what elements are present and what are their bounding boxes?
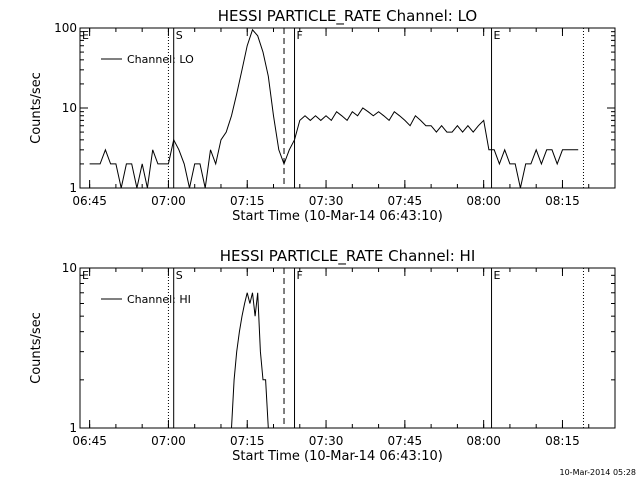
x-tick-label: 08:00 [466, 194, 501, 208]
y-tick-label: 10 [62, 261, 77, 275]
y-tick-label: 1 [69, 181, 77, 195]
y-axis-label: Counts/sec [29, 312, 44, 384]
x-tick-label: 06:45 [72, 434, 107, 448]
chart-title: HESSI PARTICLE_RATE Channel: LO [218, 7, 477, 26]
event-marker-label: F [297, 269, 303, 282]
x-tick-label: 07:00 [151, 434, 186, 448]
y-tick-label: 10 [62, 101, 77, 115]
event-marker-label: E [494, 269, 501, 282]
chart-title: HESSI PARTICLE_RATE Channel: HI [220, 247, 476, 266]
x-tick-label: 07:00 [151, 194, 186, 208]
y-axis-label: Counts/sec [29, 72, 44, 144]
event-marker-label: S [176, 269, 183, 282]
x-tick-label: 07:15 [230, 194, 265, 208]
series-line [231, 292, 269, 429]
legend-label: Channel: LO [127, 53, 194, 66]
event-marker-label: E [82, 29, 89, 42]
x-tick-label: 07:30 [309, 194, 344, 208]
series-line [89, 28, 579, 189]
x-tick-label: 08:00 [466, 434, 501, 448]
x-axis-label: Start Time (10-Mar-14 06:43:10) [232, 449, 443, 464]
x-tick-label: 08:15 [545, 194, 580, 208]
footer-timestamp: 10-Mar-2014 05:28 [559, 468, 637, 477]
event-marker-label: E [494, 29, 501, 42]
event-marker-label: E [82, 269, 89, 282]
legend-label: Channel: HI [127, 293, 191, 306]
x-tick-label: 07:30 [309, 434, 344, 448]
event-marker-label: S [176, 29, 183, 42]
y-tick-label: 1 [69, 421, 77, 435]
plot-frame [79, 267, 616, 429]
x-tick-label: 07:45 [388, 194, 423, 208]
x-axis-label: Start Time (10-Mar-14 06:43:10) [232, 209, 443, 224]
x-tick-label: 06:45 [72, 194, 107, 208]
x-tick-label: 07:15 [230, 434, 265, 448]
x-tick-label: 07:45 [388, 434, 423, 448]
x-tick-label: 08:15 [545, 434, 580, 448]
event-marker-label: F [297, 29, 303, 42]
y-tick-label: 100 [54, 21, 77, 35]
